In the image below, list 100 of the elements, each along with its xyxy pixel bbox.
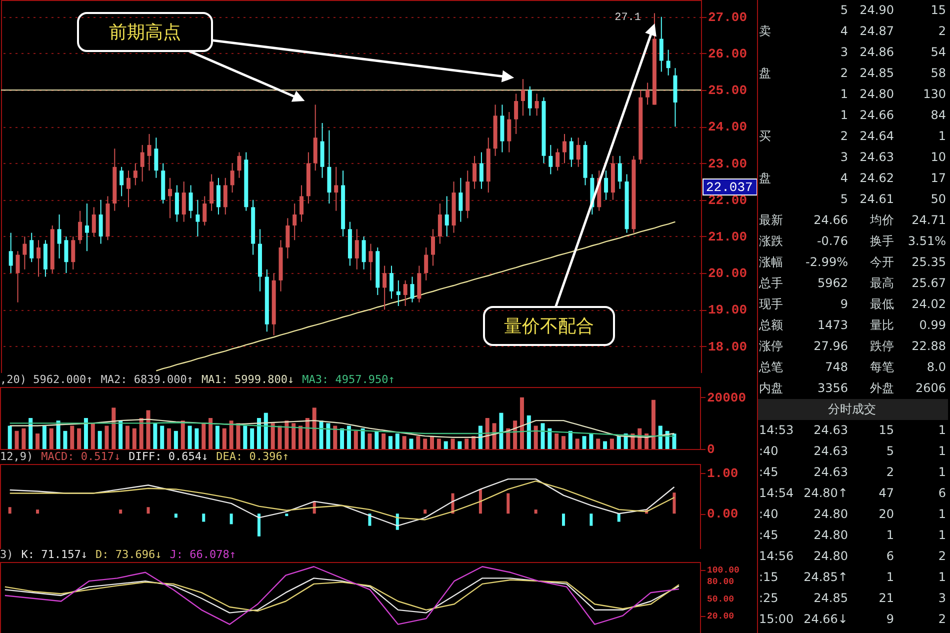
y-tick-label: 20000 [707, 390, 746, 406]
text: :25 24.85 21 3 [759, 591, 946, 605]
text: 3 24.86 54 [840, 45, 946, 59]
bar [243, 426, 248, 449]
bar [49, 428, 54, 449]
bar [464, 438, 469, 449]
y-tick-label: 19.00 [708, 302, 748, 318]
bar [409, 438, 414, 449]
candlestick [424, 246, 428, 281]
candlestick [168, 177, 172, 219]
bar [236, 423, 240, 449]
text: 内盘 3356 外盘 2606 [759, 381, 946, 395]
candlestick [133, 162, 138, 186]
text: MA3: 4957.950↑ [302, 373, 395, 386]
bar [436, 438, 441, 449]
bar [360, 428, 365, 449]
bar [63, 430, 68, 449]
candlestick [22, 236, 27, 270]
text: :45 24.80 1 1 [759, 528, 946, 542]
candlestick [507, 112, 512, 153]
bar [382, 434, 386, 449]
text: :45 24.63 2 1 [759, 465, 946, 479]
bar [617, 514, 620, 522]
bar [534, 426, 538, 449]
candlestick [410, 276, 414, 303]
bar [354, 430, 358, 449]
candlestick [403, 280, 408, 307]
bar [257, 514, 260, 536]
y-tick-label: 18.00 [708, 339, 748, 354]
bar [292, 423, 296, 449]
text: 总额 1473 量比 0.99 [759, 318, 946, 332]
y-tick-label: 21.00 [708, 229, 748, 244]
bar [112, 408, 116, 449]
text: 涨停 27.96 跌停 22.88 [759, 339, 946, 353]
text: 14:54 24.80↑ 47 6 [759, 486, 946, 500]
bar [160, 426, 164, 449]
bar [416, 436, 420, 449]
line-series [156, 221, 676, 372]
candlestick [188, 184, 193, 219]
bar [229, 420, 234, 449]
bar [119, 510, 122, 514]
y-tick-label: 1.00 [707, 466, 738, 481]
bar [36, 434, 40, 449]
bar [28, 418, 33, 449]
bar [222, 428, 226, 449]
candlestick [534, 93, 539, 116]
bar [305, 418, 310, 449]
candlestick [98, 199, 103, 244]
candlestick [78, 210, 82, 244]
bar [395, 434, 400, 449]
candlestick [458, 177, 463, 222]
text: 盘 2 24.85 58 [759, 66, 946, 80]
bar [616, 436, 621, 449]
text: 分时成交 [758, 399, 948, 420]
text: 总手 5962 最高 25.67 [759, 276, 946, 290]
text: 14:56 24.80 6 2 [759, 549, 946, 563]
bar [388, 436, 392, 449]
candlestick [520, 78, 525, 116]
bar [575, 438, 580, 449]
bar [534, 510, 538, 514]
text: 12,9) [0, 450, 34, 463]
line-series [9, 480, 675, 520]
candlestick [576, 137, 580, 168]
bar [8, 426, 12, 449]
annotation: ,20) 5962.000↑ [0, 373, 93, 386]
bar [104, 426, 109, 449]
bar [256, 418, 261, 449]
bar [118, 420, 123, 449]
bar [506, 493, 510, 514]
bar [285, 514, 288, 516]
bar [485, 418, 490, 449]
bar [84, 418, 88, 449]
bar [194, 428, 199, 449]
bar [450, 438, 455, 449]
y-tick-label: 20.00 [708, 266, 748, 282]
text: 3 24.63 10 [840, 150, 946, 164]
candlestick [140, 144, 144, 182]
y-tick-label: 22.00 [708, 192, 748, 208]
text: 5 24.61 50 [840, 192, 946, 206]
bar [98, 430, 102, 449]
candlestick [71, 236, 76, 270]
candlestick [666, 49, 670, 76]
candlestick [479, 152, 484, 190]
candlestick [92, 206, 96, 237]
y-tick-label: 27.00 [708, 10, 748, 25]
candlestick [604, 170, 608, 200]
bar [180, 420, 185, 449]
bar [146, 410, 150, 449]
bar [230, 514, 233, 524]
candlestick [216, 177, 220, 215]
bar [36, 510, 40, 514]
candlestick [147, 133, 152, 172]
text: 现手 9 最低 24.02 [759, 297, 946, 311]
annotation: 27.1 [614, 12, 642, 24]
bar [56, 420, 60, 449]
bar [250, 428, 254, 449]
bar [658, 426, 662, 449]
bar [554, 434, 559, 449]
text: D: 73.696↓ [95, 548, 162, 561]
candlestick [431, 228, 436, 266]
